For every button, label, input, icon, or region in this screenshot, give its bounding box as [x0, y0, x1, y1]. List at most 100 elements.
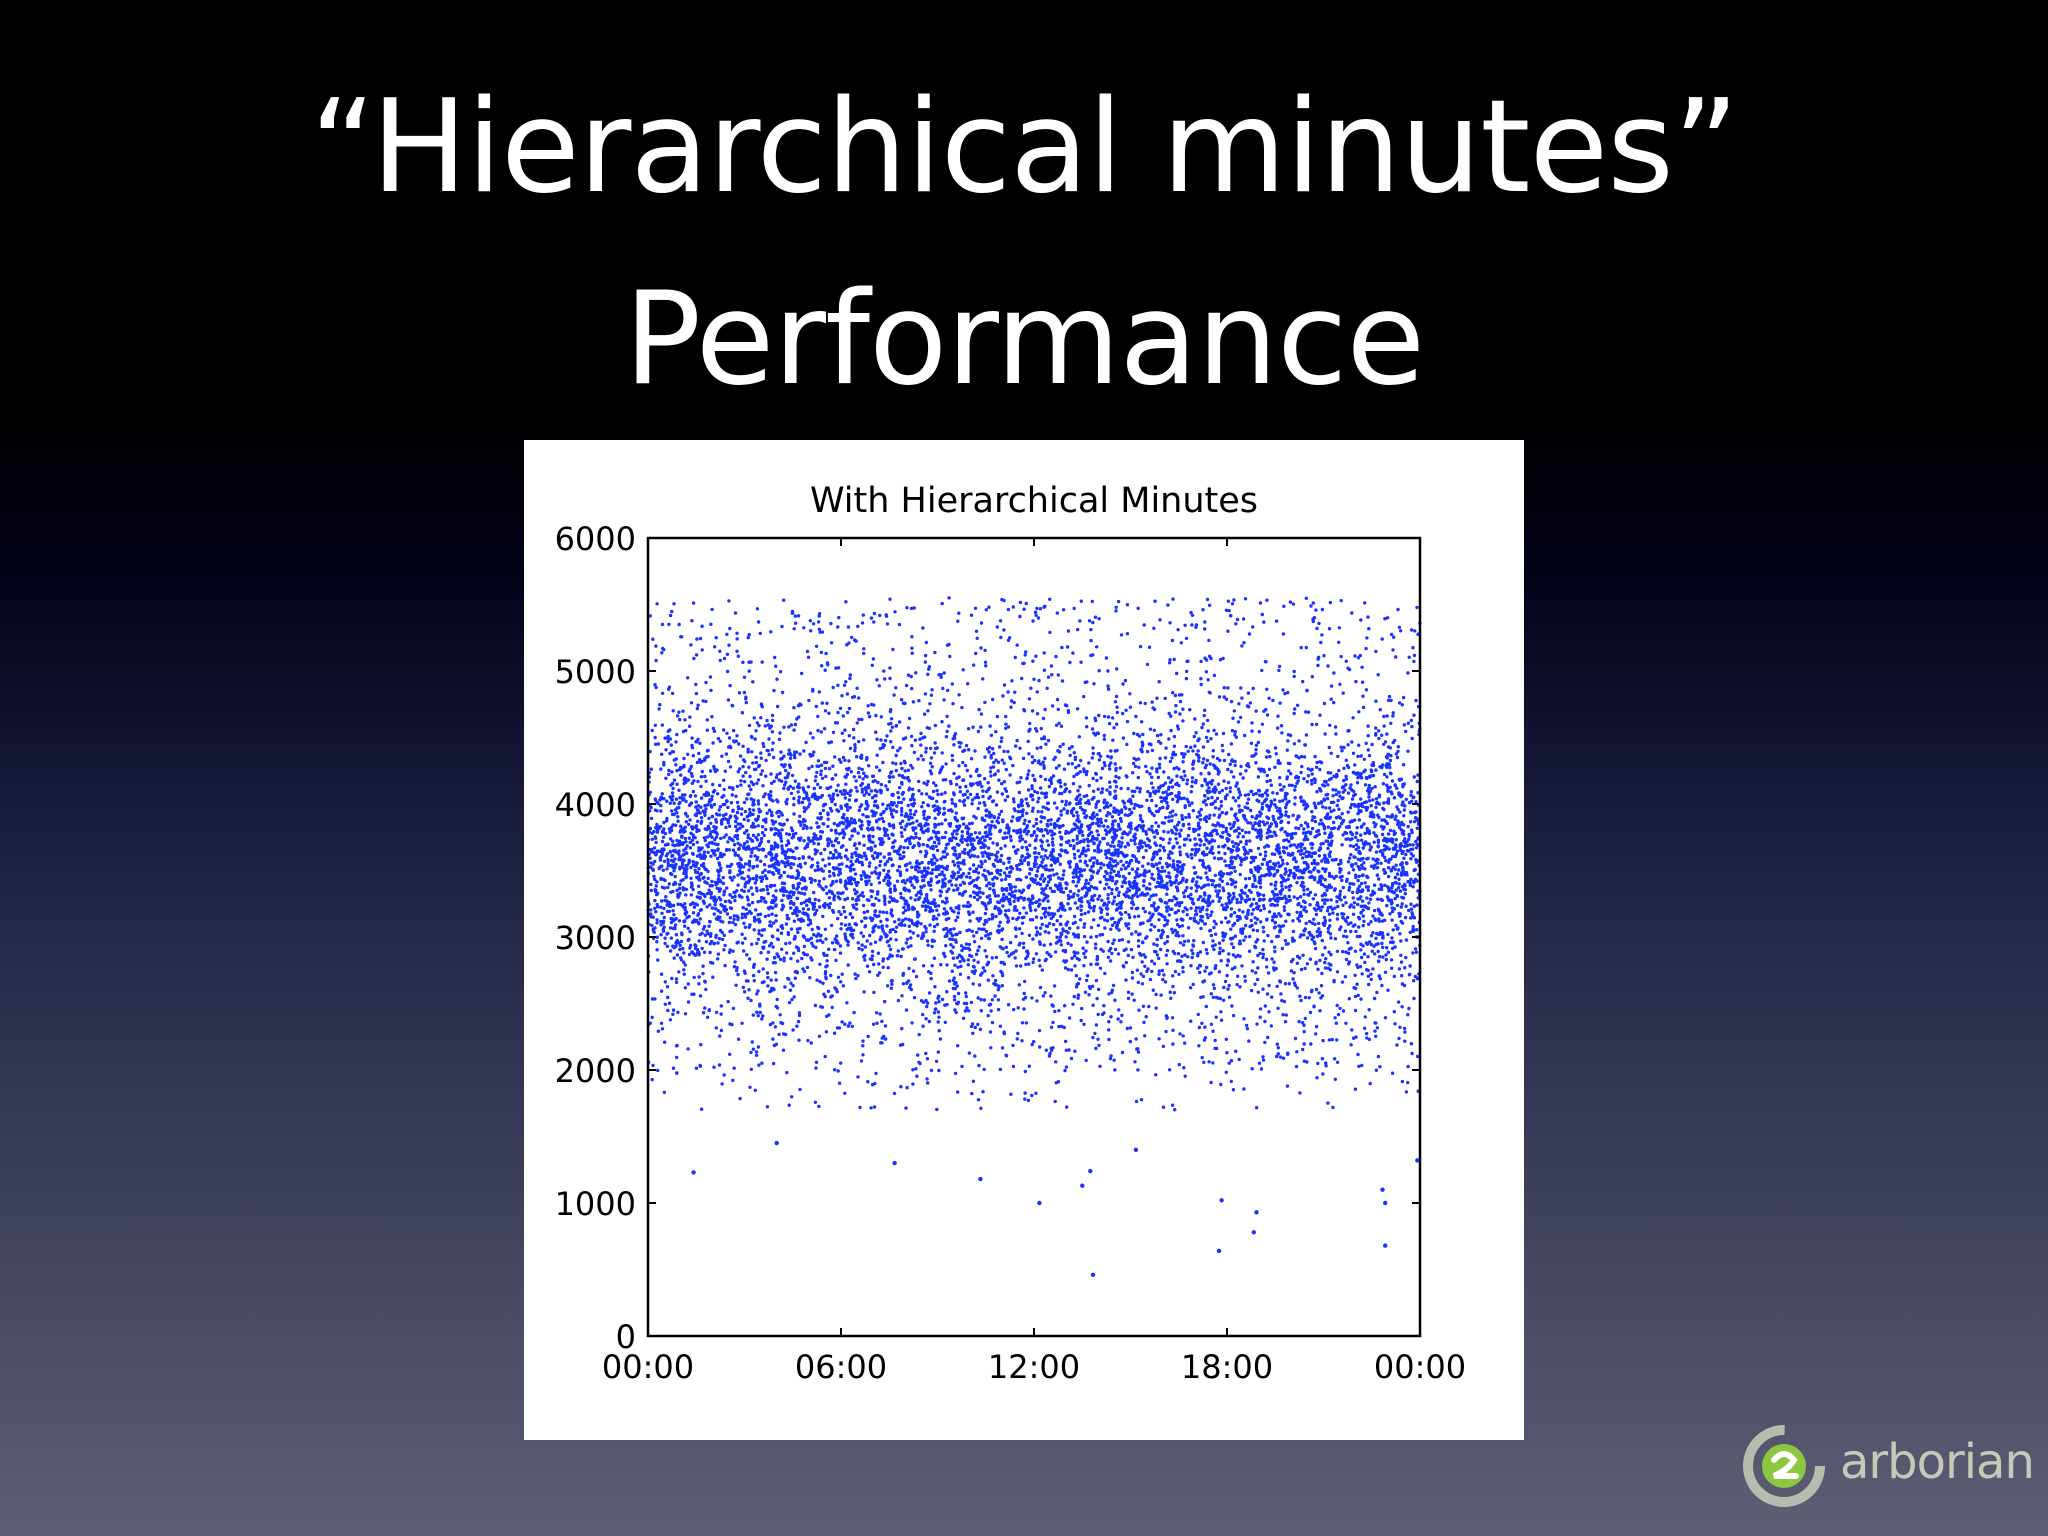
data-point [1389, 958, 1394, 962]
data-point [712, 849, 717, 853]
data-point [1073, 856, 1077, 860]
data-point [1354, 831, 1359, 835]
data-point [1314, 960, 1318, 964]
data-point [932, 924, 937, 929]
data-point [1139, 1098, 1144, 1102]
data-point [778, 670, 783, 674]
data-point [967, 822, 972, 826]
data-point [679, 824, 683, 828]
data-point [687, 952, 692, 957]
data-point [1284, 885, 1288, 889]
data-point [1115, 722, 1119, 726]
data-point [1374, 699, 1378, 703]
data-point [1009, 838, 1013, 843]
data-point [962, 803, 967, 807]
data-point [1193, 913, 1198, 917]
data-point [957, 855, 961, 859]
data-point [1221, 749, 1225, 753]
data-point [705, 728, 709, 732]
data-point [1312, 917, 1316, 921]
data-point [1234, 841, 1238, 846]
data-point [1329, 905, 1333, 909]
data-point [683, 1012, 688, 1016]
data-point [1030, 1042, 1034, 1047]
data-point [1051, 1020, 1055, 1025]
data-point [965, 789, 970, 793]
data-point [1278, 783, 1282, 787]
data-point [735, 941, 739, 945]
data-point [1274, 880, 1278, 884]
data-point [1036, 809, 1040, 814]
data-point [1151, 988, 1155, 992]
data-point [1157, 1037, 1161, 1041]
data-point [740, 1021, 744, 1025]
data-point [1085, 974, 1090, 978]
data-point [660, 792, 664, 796]
data-point [862, 647, 866, 651]
data-point [655, 602, 659, 606]
data-point [936, 1010, 940, 1014]
data-point [944, 917, 949, 922]
data-point [1390, 1071, 1395, 1075]
data-point [783, 864, 788, 868]
data-point [1076, 951, 1080, 955]
data-point [1144, 764, 1148, 769]
data-point [1254, 761, 1258, 765]
data-point [1244, 900, 1248, 904]
data-point [1117, 812, 1121, 816]
data-point [1285, 862, 1289, 866]
data-point [751, 973, 756, 978]
data-point [756, 824, 760, 828]
data-point [950, 801, 955, 805]
data-point [686, 1047, 690, 1051]
data-point [902, 850, 906, 854]
data-point [1262, 930, 1266, 934]
data-point [701, 699, 705, 703]
data-point [1131, 771, 1135, 775]
data-point [1385, 765, 1389, 769]
data-point [996, 900, 1000, 904]
data-point [824, 651, 828, 656]
data-point [750, 1040, 754, 1044]
data-point [1034, 952, 1039, 956]
data-point [877, 925, 881, 929]
data-point [774, 1042, 779, 1046]
data-point [1205, 965, 1209, 970]
data-point [1326, 846, 1330, 851]
data-point [1227, 983, 1231, 988]
data-point [1302, 803, 1306, 807]
data-point [1342, 745, 1346, 750]
data-point [1158, 844, 1163, 848]
data-point [823, 709, 828, 713]
data-point [986, 823, 990, 827]
data-point [874, 896, 878, 901]
data-point [683, 902, 687, 906]
data-point [1284, 846, 1289, 850]
data-point [1133, 764, 1138, 769]
data-point [1179, 828, 1183, 832]
data-point [1218, 996, 1222, 1001]
data-point [1114, 605, 1118, 609]
data-point [1202, 713, 1206, 718]
data-point [1222, 779, 1226, 783]
data-point [789, 723, 794, 727]
data-point [866, 711, 871, 715]
data-point [1125, 890, 1129, 894]
data-point [852, 878, 856, 882]
data-point [726, 999, 730, 1004]
data-point [1117, 928, 1121, 932]
data-point [934, 1059, 939, 1063]
data-point [1131, 761, 1136, 766]
data-point [809, 880, 813, 885]
data-point [782, 956, 786, 960]
data-point [969, 757, 974, 761]
data-point [671, 839, 675, 843]
data-point [743, 936, 747, 941]
data-point [762, 863, 767, 867]
data-point [715, 886, 719, 890]
data-point [1303, 900, 1307, 905]
data-point [1072, 844, 1076, 848]
data-point [733, 819, 738, 824]
data-point [1168, 837, 1172, 841]
data-point [769, 630, 773, 634]
